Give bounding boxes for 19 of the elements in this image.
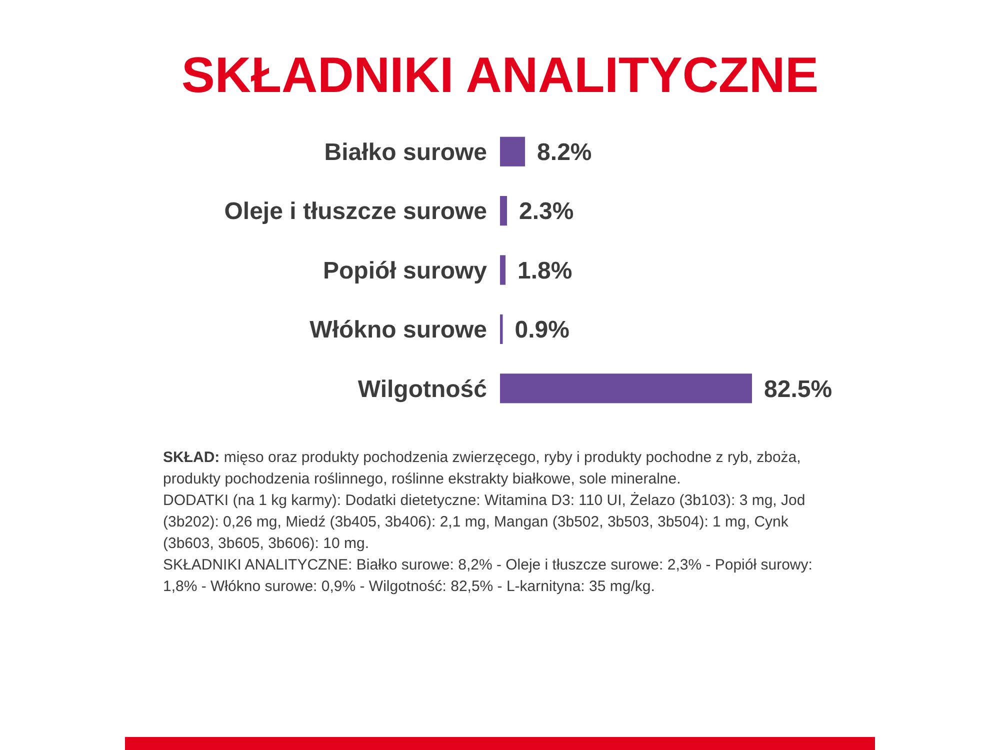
text: SKŁADNIKI ANALITYCZNE: Białko surowe: 8,2% - Oleje i tłuszcze surowe: 2,3% - Popiół surowy: 1,8% - Włókno surowe: 0,9% - Wilgotność: 82,5% - L-karnityna: 35 mg/kg. — [163, 556, 812, 595]
bar — [500, 255, 506, 285]
data-label: 1.8% — [518, 257, 572, 284]
text: SKŁAD: mięso oraz produkty pochodzenia zwierzęcego, ryby i produkty pochodne z ryb, zboża, produkty pochodzenia roślinnego, roślinne ekstrakty białkowe, sole mineralne. — [163, 449, 801, 488]
bar — [500, 314, 503, 344]
bar — [500, 136, 526, 166]
data-label: 2.3% — [519, 198, 574, 226]
y-tick-label: Popiół surowy — [322, 257, 488, 284]
bar — [500, 196, 508, 226]
chart-title: SKŁADNIKI ANALITYCZNE — [181, 47, 819, 103]
data-label: 8.2% — [537, 139, 592, 166]
y-tick-label: Wilgotność — [358, 376, 487, 403]
data-label: 0.9% — [514, 316, 570, 344]
y-tick-label: Białko surowe — [324, 139, 487, 166]
y-tick-label: Oleje i tłuszcze surowe — [224, 198, 487, 226]
y-tick-label: Włókno surowe — [310, 316, 487, 344]
text: DODATKI (na 1 kg karmy): Dodatki dietetyczne: Witamina D3: 110 UI, Żelazo (3b103): 3 mg, Jod (3b202): 0,26 mg, Miedź (3b405, 3b406): 2,1 mg, Mangan (3b502, 3b503, 3b504): 1 mg, Cynk (3b603, 3b605, 3b606): 10 mg. — [163, 491, 806, 552]
data-label: 82.5% — [764, 376, 832, 403]
bar — [500, 374, 752, 404]
